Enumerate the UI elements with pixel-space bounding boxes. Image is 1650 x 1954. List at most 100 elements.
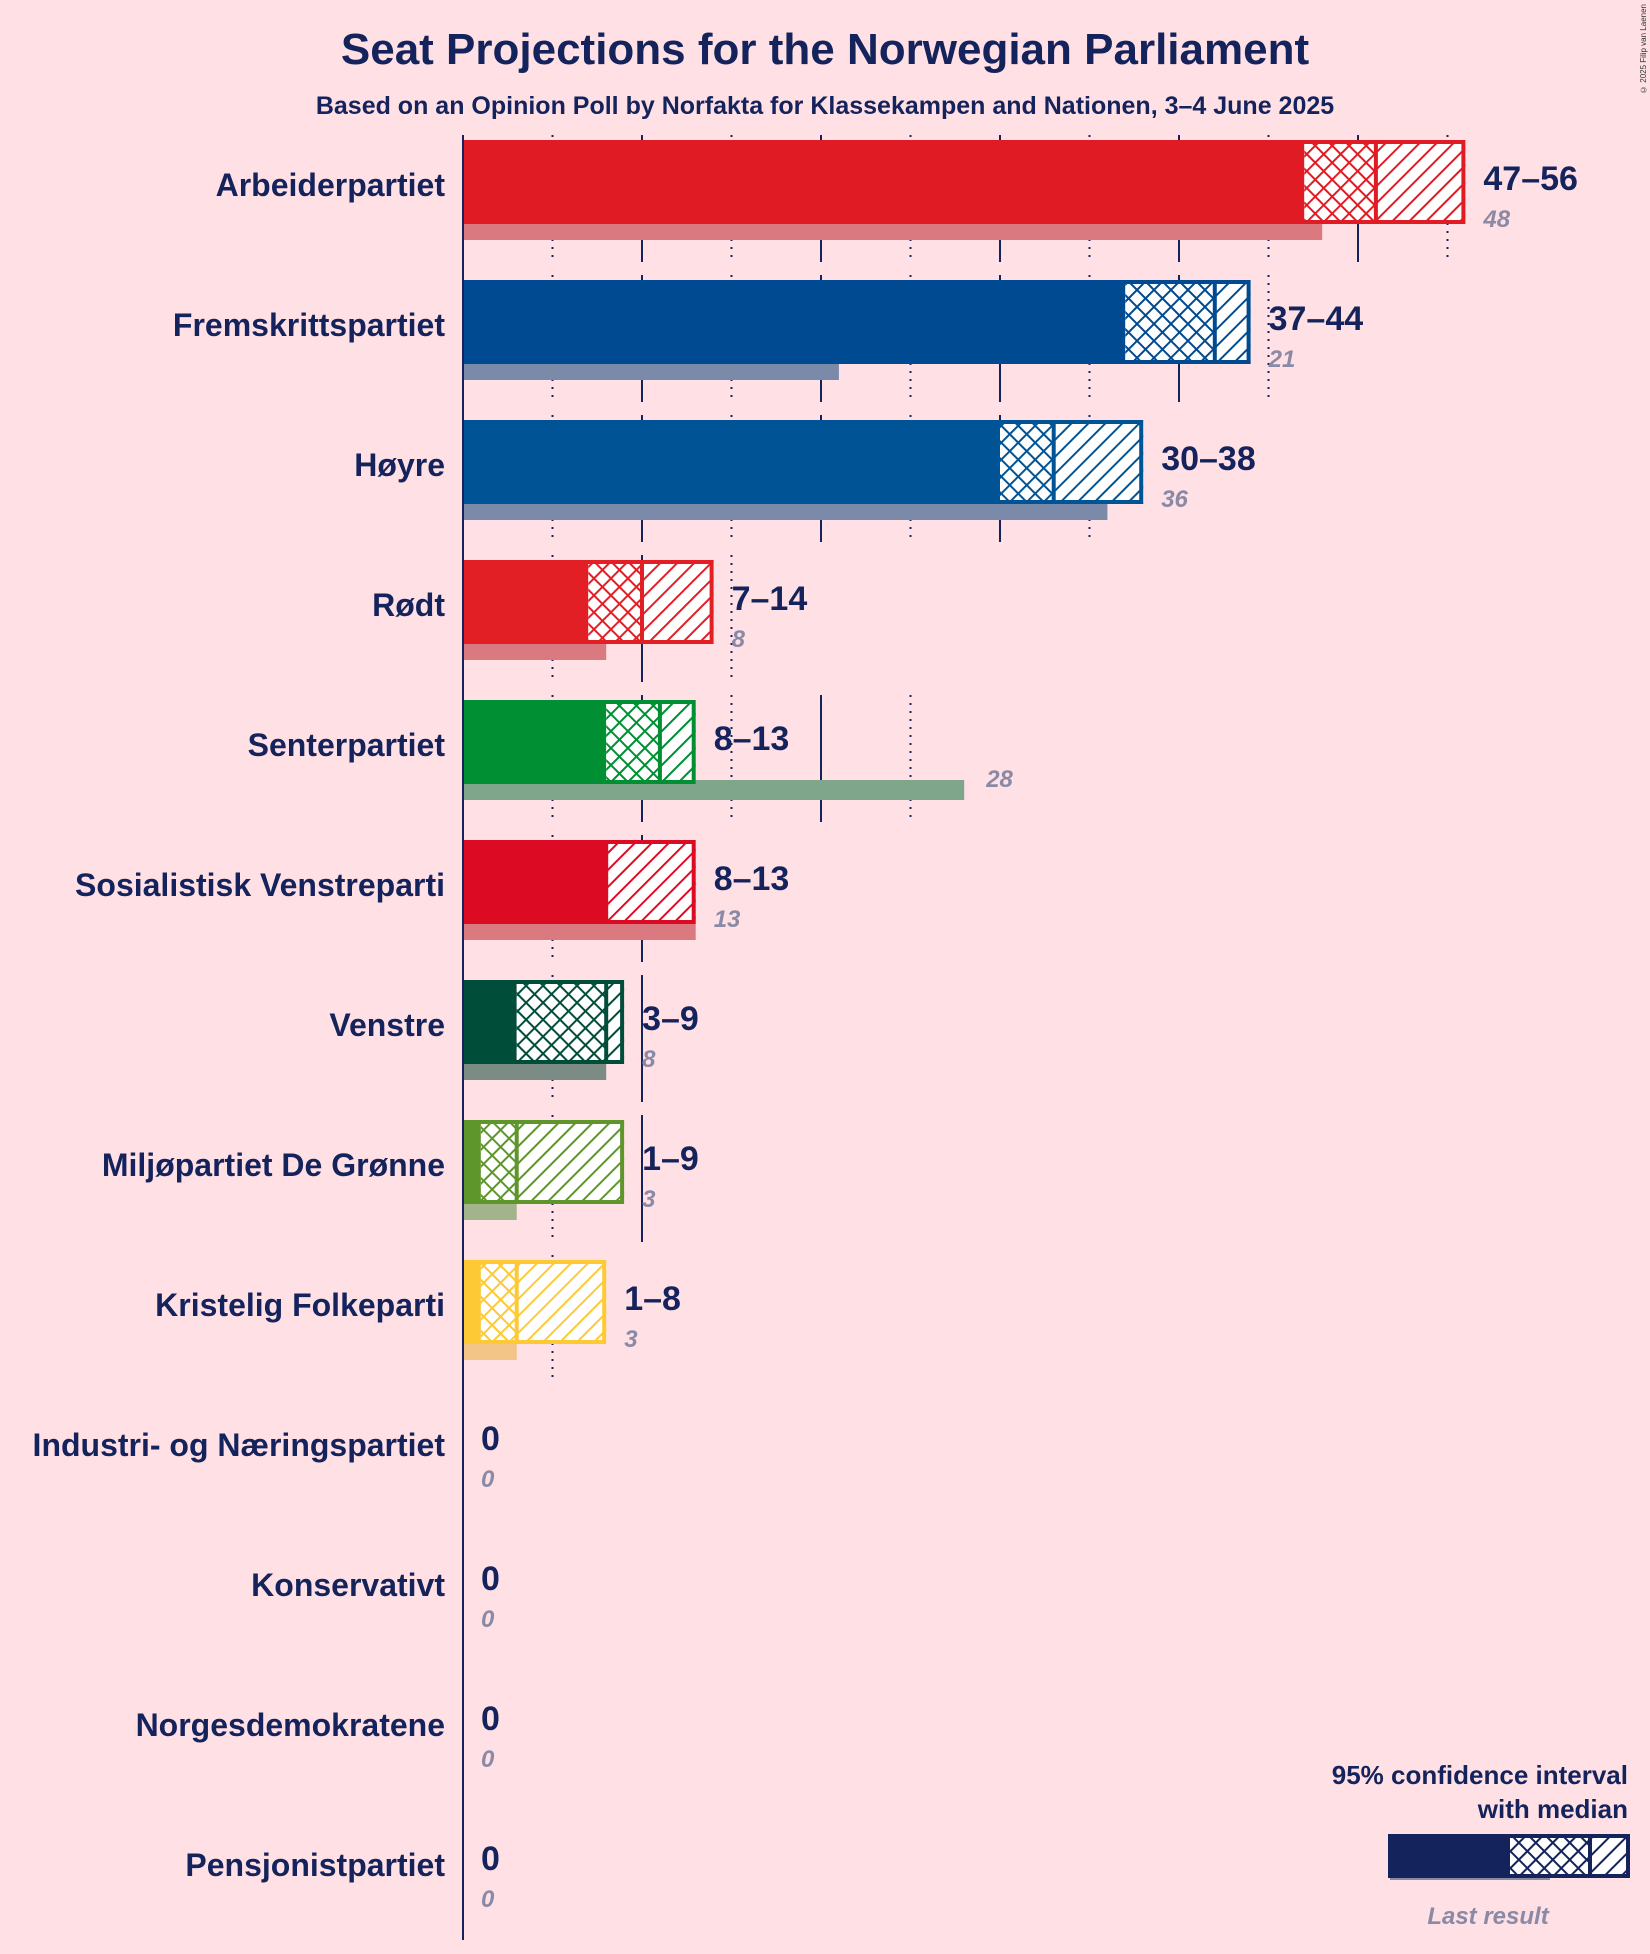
party-ci-lower-crosshatch [1125, 280, 1215, 364]
seat-range-label: 47–56 [1483, 160, 1578, 198]
seat-range-label: 30–38 [1161, 440, 1256, 478]
party-name-label: Høyre [354, 447, 445, 483]
party-name-label: Pensjonistpartiet [185, 1847, 445, 1883]
party-outline [463, 560, 714, 644]
party-solid-bar [463, 1120, 481, 1204]
party-outline [463, 280, 1251, 364]
last-result-label: 21 [1268, 346, 1296, 373]
party-ci-upper-hatch [1375, 140, 1466, 224]
last-result-label: 8 [642, 1046, 656, 1073]
seat-range-label: 0 [481, 1420, 500, 1458]
party-ci-lower-crosshatch [480, 1120, 517, 1204]
party-outline [463, 420, 1144, 504]
party-outline [463, 700, 696, 784]
party-row: Arbeiderpartiet 47–56 48 [216, 140, 1578, 240]
last-result-label: 28 [985, 766, 1013, 793]
seat-range-label: 8–13 [714, 720, 790, 758]
party-solid-bar [463, 280, 1126, 364]
party-ci-upper-hatch [642, 560, 714, 644]
last-result-label: 8 [732, 626, 746, 653]
last-result-label: 3 [642, 1186, 656, 1213]
party-ci-lower-crosshatch [1304, 140, 1376, 224]
party-row: Industri- og Næringspartiet 0 0 [33, 1420, 500, 1493]
party-ci-lower-crosshatch [1000, 420, 1054, 504]
last-result-label: 0 [481, 1746, 495, 1773]
legend-sample-bar [1388, 1834, 1630, 1880]
party-ci-upper-hatch [659, 700, 696, 784]
party-solid-bar [463, 840, 607, 924]
last-result-label: 13 [714, 906, 741, 933]
last-result-label: 0 [481, 1606, 495, 1633]
party-name-label: Fremskrittspartiet [173, 307, 445, 343]
legend-ci-line2: with median [1477, 1794, 1628, 1824]
seat-range-label: 37–44 [1269, 300, 1364, 338]
party-ci-upper-hatch [1214, 280, 1251, 364]
last-result-label: 0 [481, 1886, 495, 1913]
legend-last-result: Last result [1427, 1903, 1549, 1930]
party-ci-upper-hatch [1053, 420, 1144, 504]
party-ci-lower-crosshatch [606, 700, 660, 784]
chart-title: Seat Projections for the Norwegian Parli… [341, 25, 1310, 74]
party-name-label: Kristelig Folkeparti [155, 1287, 445, 1323]
party-row: Høyre 30–38 36 [354, 420, 1256, 520]
party-ci-lower-crosshatch [588, 560, 642, 644]
last-result-bar [463, 1340, 517, 1360]
legend-outline [1388, 1834, 1630, 1878]
copyright-notice: © 2025 Filip van Laenen [1639, 4, 1648, 94]
last-result-label: 48 [1482, 206, 1510, 233]
seat-range-label: 3–9 [642, 1000, 699, 1038]
party-name-label: Sosialistisk Venstreparti [75, 867, 445, 903]
last-result-label: 36 [1161, 486, 1188, 513]
party-solid-bar [463, 1260, 481, 1344]
party-ci-lower-crosshatch [480, 1260, 517, 1344]
party-row: Konservativt 0 0 [251, 1560, 500, 1633]
party-row: Norgesdemokratene 0 0 [136, 1700, 500, 1773]
seat-range-label: 7–14 [732, 580, 808, 618]
party-name-label: Konservativt [251, 1567, 445, 1603]
party-outline [463, 980, 625, 1064]
last-result-bar [463, 1060, 607, 1080]
party-bars: Arbeiderpartiet 47–56 48 Fremskrittspartiet… [33, 140, 1578, 1913]
party-ci-upper-hatch [606, 840, 696, 924]
party-ci-lower-crosshatch [516, 980, 607, 1064]
party-name-label: Miljøpartiet De Grønne [102, 1147, 445, 1183]
party-solid-bar [463, 420, 1000, 504]
legend-ci-lower-crosshatch [1510, 1834, 1590, 1878]
legend-solid-bar [1388, 1834, 1510, 1878]
party-row: Sosialistisk Venstreparti 8–13 13 [75, 840, 789, 940]
last-result-bar [463, 920, 696, 940]
party-outline [463, 840, 696, 924]
seat-range-label: 1–9 [642, 1140, 699, 1178]
party-outline [463, 1120, 625, 1204]
party-ci-upper-hatch [606, 980, 625, 1064]
party-name-label: Norgesdemokratene [136, 1707, 445, 1743]
last-result-bar [463, 780, 965, 800]
chart-subtitle: Based on an Opinion Poll by Norfakta for… [316, 92, 1334, 120]
party-name-label: Senterpartiet [248, 727, 446, 763]
last-result-label: 3 [624, 1326, 638, 1353]
party-row: Fremskrittspartiet 37–44 21 [173, 280, 1363, 380]
seat-range-label: 8–13 [714, 860, 790, 898]
seat-range-label: 0 [481, 1700, 500, 1738]
seat-range-label: 1–8 [624, 1280, 681, 1318]
party-solid-bar [463, 140, 1305, 224]
last-result-bar [463, 1200, 517, 1220]
party-row: Rødt 7–14 8 [372, 560, 807, 660]
party-name-label: Rødt [372, 587, 445, 623]
party-solid-bar [463, 980, 517, 1064]
party-ci-upper-hatch [516, 1260, 607, 1344]
seat-range-label: 0 [481, 1840, 500, 1878]
party-row: Venstre 3–9 8 [329, 980, 699, 1080]
last-result-bar [463, 360, 839, 380]
legend-ci-line1: 95% confidence interval [1332, 1760, 1628, 1790]
party-name-label: Arbeiderpartiet [216, 167, 446, 203]
party-solid-bar [463, 560, 589, 644]
seat-range-label: 0 [481, 1560, 500, 1598]
last-result-bar [463, 220, 1323, 240]
party-outline [463, 140, 1466, 224]
party-name-label: Venstre [329, 1007, 445, 1043]
party-row: Senterpartiet 8–13 28 [248, 700, 1014, 800]
last-result-label: 0 [481, 1466, 495, 1493]
legend: 95% confidence interval with median Last… [1332, 1760, 1630, 1930]
